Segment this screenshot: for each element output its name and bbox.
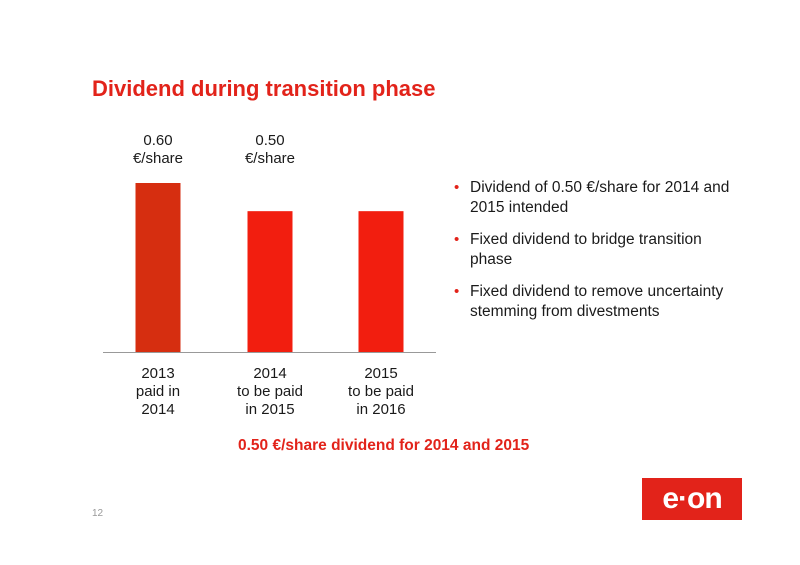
category-label: paid in (136, 383, 180, 400)
bar (135, 183, 181, 352)
bullet-list: • Dividend of 0.50 €/share for 2014 and … (452, 178, 742, 334)
category-label: 2014 (141, 401, 174, 418)
category-label: 2014 (253, 365, 286, 382)
category-label: in 2015 (245, 401, 294, 418)
value-label: 0.60 (143, 132, 172, 149)
bar (247, 211, 293, 352)
conclusion-text: 0.50 €/share dividend for 2014 and 2015 (238, 437, 530, 454)
bullet-text: Dividend of 0.50 €/share for 2014 and 20… (470, 179, 730, 216)
value-label: €/share (133, 150, 183, 167)
category-label: to be paid (348, 383, 414, 400)
value-label: €/share (245, 150, 295, 167)
category-label: in 2016 (356, 401, 405, 418)
bar (358, 211, 404, 352)
bullet-text: Fixed dividend to remove uncertainty ste… (470, 283, 724, 320)
category-label: to be paid (237, 383, 303, 400)
bullet-dot-icon: • (454, 231, 460, 248)
bullet-item: • Fixed dividend to remove uncertainty s… (452, 282, 742, 322)
category-label: 2013 (141, 365, 174, 382)
page-number: 12 (92, 508, 104, 519)
bullet-text: Fixed dividend to bridge transition phas… (470, 231, 702, 268)
eon-logo-text: e·on (662, 482, 722, 515)
eon-logo: e·on (642, 478, 742, 520)
bullet-item: • Fixed dividend to bridge transition ph… (452, 230, 742, 270)
category-label: 2015 (364, 365, 397, 382)
bullet-dot-icon: • (454, 179, 460, 196)
slide-title: Dividend during transition phase (92, 76, 436, 101)
bullet-item: • Dividend of 0.50 €/share for 2014 and … (452, 178, 742, 218)
value-label: 0.50 (255, 132, 284, 149)
bullet-dot-icon: • (454, 283, 460, 300)
